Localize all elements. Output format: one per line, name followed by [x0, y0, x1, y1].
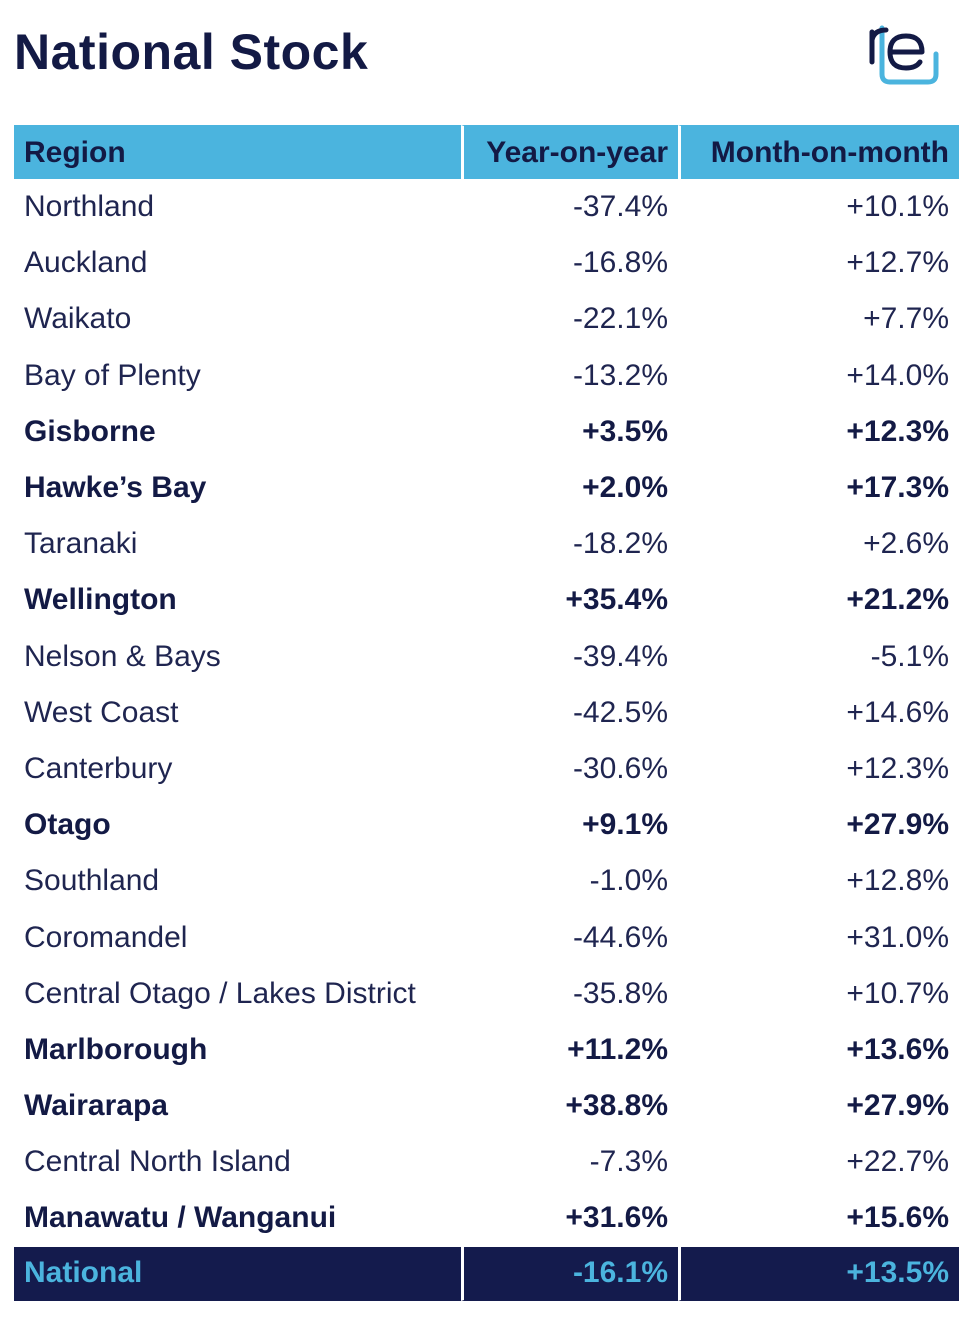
table-row: Marlborough +11.2% +13.6%: [14, 1022, 959, 1078]
yoy-cell: -42.5%: [572, 695, 668, 729]
table-row: Otago +9.1% +27.9%: [14, 797, 959, 853]
region-cell: Canterbury: [24, 751, 173, 785]
table-row: Northland -37.4% +10.1%: [14, 179, 959, 235]
column-header-year-on-year: Year-on-year: [461, 125, 678, 179]
yoy-cell: -39.4%: [572, 639, 668, 673]
table-row: Nelson & Bays -39.4% -5.1%: [14, 629, 959, 685]
mom-cell: +2.6%: [863, 527, 949, 561]
table-row: West Coast -42.5% +14.6%: [14, 685, 959, 741]
mom-cell: +12.8%: [846, 864, 949, 898]
mom-cell: +10.1%: [846, 190, 949, 224]
total-yoy-cell: -16.1%: [461, 1246, 678, 1301]
region-cell: Hawke’s Bay: [24, 471, 207, 505]
region-cell: Nelson & Bays: [24, 639, 221, 673]
region-cell: Waikato: [24, 302, 132, 336]
yoy-cell: -18.2%: [572, 527, 668, 561]
region-cell: Wellington: [24, 583, 177, 617]
national-total-row: National -16.1% +13.5%: [14, 1246, 959, 1301]
yoy-cell: +3.5%: [582, 414, 668, 448]
mom-cell: +17.3%: [846, 471, 949, 505]
mom-cell: +12.3%: [846, 751, 949, 785]
table-header-row: Region Year-on-year Month-on-month: [14, 125, 959, 179]
region-cell: Taranaki: [24, 527, 138, 561]
table-row: Central North Island -7.3% +22.7%: [14, 1134, 959, 1190]
table-row: Wellington +35.4% +21.2%: [14, 572, 959, 628]
table-row: Canterbury -30.6% +12.3%: [14, 741, 959, 797]
yoy-cell: +2.0%: [582, 471, 668, 505]
region-cell: Coromandel: [24, 920, 188, 954]
yoy-cell: +38.8%: [565, 1089, 668, 1123]
yoy-cell: -7.3%: [589, 1145, 668, 1179]
table-row: Southland -1.0% +12.8%: [14, 853, 959, 909]
region-cell: Bay of Plenty: [24, 358, 201, 392]
mom-cell: +13.6%: [846, 1032, 949, 1066]
region-cell: Central Otago / Lakes District: [24, 976, 416, 1010]
table-row: Coromandel -44.6% +31.0%: [14, 909, 959, 965]
table-row: Hawke’s Bay +2.0% +17.3%: [14, 460, 959, 516]
national-stock-table: Region Year-on-year Month-on-month North…: [14, 125, 959, 1301]
yoy-cell: +35.4%: [565, 583, 668, 617]
region-cell: Otago: [24, 808, 111, 842]
yoy-cell: -37.4%: [572, 190, 668, 224]
total-region-cell: National: [14, 1246, 461, 1301]
mom-cell: +27.9%: [846, 808, 949, 842]
mom-cell: +27.9%: [846, 1089, 949, 1123]
table-row: Waikato -22.1% +7.7%: [14, 291, 959, 347]
region-cell: Gisborne: [24, 414, 156, 448]
mom-cell: -5.1%: [870, 639, 949, 673]
column-header-region: Region: [14, 125, 461, 179]
table-row: Auckland -16.8% +12.7%: [14, 235, 959, 291]
re-logo-icon: [869, 25, 939, 85]
yoy-cell: -30.6%: [572, 751, 668, 785]
mom-cell: +7.7%: [863, 302, 949, 336]
region-cell: Wairarapa: [24, 1089, 168, 1123]
mom-cell: +21.2%: [846, 583, 949, 617]
table-row: Bay of Plenty -13.2% +14.0%: [14, 348, 959, 404]
mom-cell: +31.0%: [846, 920, 949, 954]
yoy-cell: +11.2%: [567, 1032, 668, 1066]
region-cell: Central North Island: [24, 1145, 291, 1179]
yoy-cell: -35.8%: [572, 976, 668, 1010]
total-mom-cell: +13.5%: [678, 1246, 959, 1301]
column-header-month-on-month: Month-on-month: [678, 125, 959, 179]
table-row: Central Otago / Lakes District -35.8% +10.…: [14, 966, 959, 1022]
table-row: Taranaki -18.2% +2.6%: [14, 516, 959, 572]
mom-cell: +10.7%: [846, 976, 949, 1010]
region-cell: Manawatu / Wanganui: [24, 1201, 337, 1235]
region-cell: Northland: [24, 190, 155, 224]
mom-cell: +12.3%: [846, 414, 949, 448]
yoy-cell: -13.2%: [572, 358, 668, 392]
region-cell: Auckland: [24, 246, 148, 280]
yoy-cell: +9.1%: [582, 808, 668, 842]
table-body: Northland -37.4% +10.1% Auckland -16.8% +12.7…: [14, 179, 959, 1247]
table-row: Wairarapa +38.8% +27.9%: [14, 1078, 959, 1134]
yoy-cell: +31.6%: [565, 1201, 668, 1235]
table-row: Manawatu / Wanganui +31.6% +15.6%: [14, 1190, 959, 1246]
table-row: Gisborne +3.5% +12.3%: [14, 404, 959, 460]
yoy-cell: -44.6%: [572, 920, 668, 954]
region-cell: West Coast: [24, 695, 179, 729]
yoy-cell: -16.8%: [572, 246, 668, 280]
mom-cell: +14.0%: [846, 358, 949, 392]
region-cell: Marlborough: [24, 1032, 208, 1066]
mom-cell: +15.6%: [846, 1201, 949, 1235]
mom-cell: +12.7%: [846, 246, 949, 280]
page-title: National Stock: [14, 24, 369, 80]
region-cell: Southland: [24, 864, 160, 898]
yoy-cell: -1.0%: [589, 864, 668, 898]
yoy-cell: -22.1%: [572, 302, 668, 336]
mom-cell: +22.7%: [846, 1145, 949, 1179]
mom-cell: +14.6%: [846, 695, 949, 729]
